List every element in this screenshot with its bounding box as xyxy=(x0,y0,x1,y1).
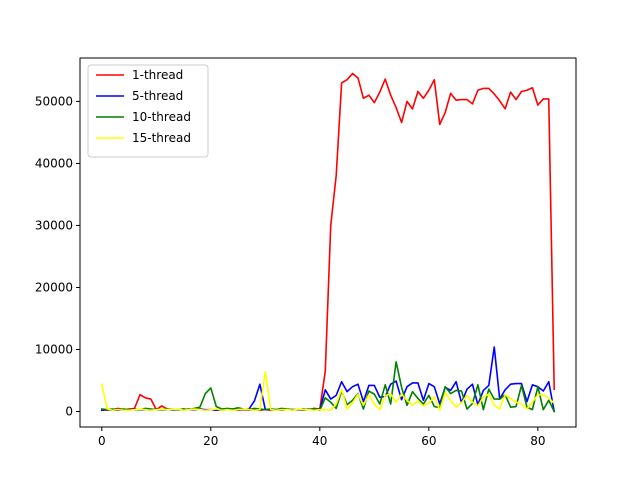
plot-frame xyxy=(79,57,577,428)
x-tick-label: 0 xyxy=(98,434,106,448)
legend-label-1-thread: 1-thread xyxy=(132,68,183,82)
y-axis: 0 10000 20000 30000 40000 50000 xyxy=(35,94,80,418)
y-tick-label: 30000 xyxy=(35,218,73,232)
legend-label-15-thread: 15-thread xyxy=(132,131,191,145)
legend-label-10-thread: 10-thread xyxy=(132,110,191,124)
y-tick-label: 0 xyxy=(65,404,73,418)
y-tick-label: 40000 xyxy=(35,156,73,170)
series-layer xyxy=(100,72,556,413)
y-tick-label: 10000 xyxy=(35,342,73,356)
x-tick-label: 40 xyxy=(312,434,327,448)
y-tick-label: 20000 xyxy=(35,280,73,294)
legend-label-5-thread: 5-thread xyxy=(132,89,183,103)
x-tick-label: 20 xyxy=(203,434,218,448)
x-tick-label: 80 xyxy=(530,434,545,448)
legend-box xyxy=(87,64,209,158)
series-line-15-thread xyxy=(100,371,556,412)
x-tick-label: 60 xyxy=(421,434,436,448)
legend: 1-thread 5-thread 10-thread 15-thread xyxy=(87,64,209,158)
x-axis: 0 20 40 60 80 xyxy=(98,427,545,448)
y-tick-label: 50000 xyxy=(35,94,73,108)
